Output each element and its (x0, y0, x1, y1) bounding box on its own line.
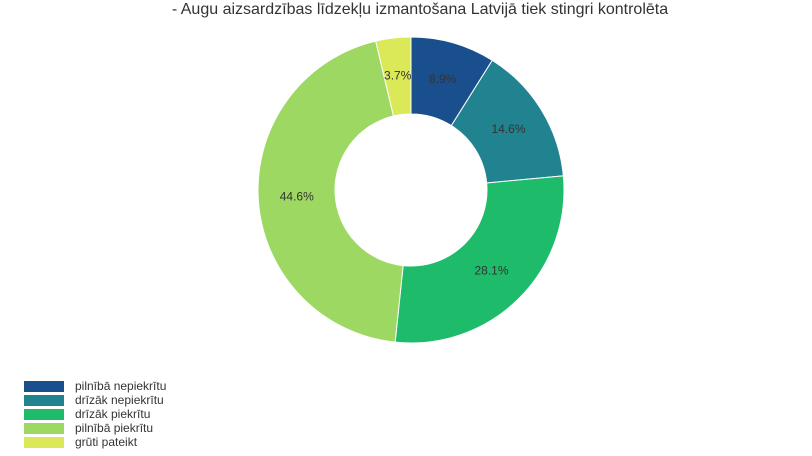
donut-slice[interactable] (257, 40, 404, 343)
legend-swatch (24, 380, 64, 392)
legend-item[interactable]: pilnībā nepiekrītu (24, 379, 166, 393)
legend-label: pilnībā nepiekrītu (75, 379, 167, 393)
slice-value-label: 44.6% (280, 190, 314, 204)
legend-item[interactable]: drīzāk nepiekrītu (24, 393, 166, 407)
legend-swatch (24, 422, 64, 434)
chart-title: - Augu aizsardzības līdzekļu izmantošana… (171, 1, 669, 18)
legend-swatch (24, 408, 64, 420)
legend-item[interactable]: pilnībā piekrītu (24, 421, 166, 435)
legend-label: grūti pateikt (75, 435, 138, 449)
legend-swatch (24, 436, 64, 448)
slice-value-label: 8.9% (429, 72, 457, 86)
donut-slice[interactable] (375, 36, 412, 117)
legend-swatch (24, 394, 64, 406)
legend-label: drīzāk piekrītu (75, 407, 151, 421)
legend-label: drīzāk nepiekrītu (75, 393, 164, 407)
chart-legend: pilnībā nepiekrītu drīzāk nepiekrītu drī… (24, 379, 166, 449)
legend-item[interactable]: drīzāk piekrītu (24, 407, 166, 421)
slice-value-label: 14.6% (491, 122, 525, 136)
legend-item[interactable]: grūti pateikt (24, 435, 166, 449)
legend-label: pilnībā piekrītu (75, 421, 154, 435)
slice-value-label: 28.1% (475, 264, 509, 278)
slice-value-label: 3.7% (384, 68, 412, 82)
donut-slice[interactable] (394, 175, 565, 344)
